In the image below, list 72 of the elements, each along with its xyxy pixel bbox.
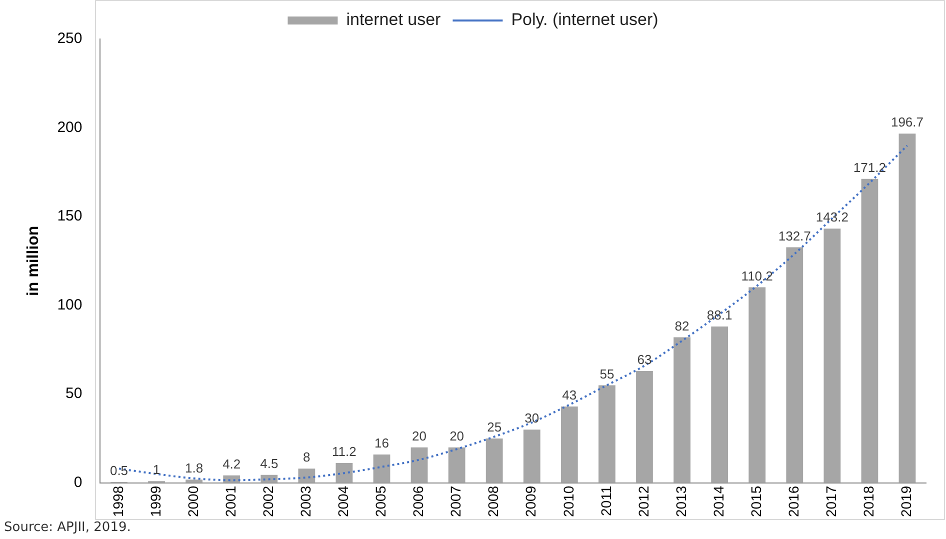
x-tick-label: 2011 — [598, 486, 614, 516]
data-label: 16 — [374, 436, 389, 451]
bar — [861, 178, 878, 483]
data-label: 132.7 — [778, 228, 811, 244]
data-label: 171.2 — [853, 160, 886, 175]
x-tick-label: 2000 — [184, 486, 201, 518]
data-label: 25 — [487, 420, 502, 435]
x-tick-label: 2005 — [372, 486, 389, 518]
legend-label: Poly. (internet user) — [511, 10, 658, 30]
x-tick-label: 2015 — [748, 486, 764, 518]
bar — [486, 438, 503, 483]
bar — [373, 454, 390, 483]
x-tick-label: 2017 — [823, 486, 840, 518]
bar — [336, 462, 353, 483]
x-tick-label: 2018 — [860, 486, 877, 518]
bar — [636, 371, 653, 483]
data-label: 88.1 — [706, 308, 732, 323]
y-tick-label: 200 — [57, 118, 82, 136]
x-tick-label: 2010 — [560, 486, 576, 518]
data-label: 0.5 — [110, 463, 128, 478]
data-label: 55 — [600, 366, 614, 382]
x-tick-label: 2016 — [785, 486, 802, 518]
bar — [523, 430, 540, 483]
legend-label: internet user — [346, 10, 442, 30]
x-tick-label: 2006 — [410, 486, 426, 518]
bar — [410, 447, 428, 483]
bar — [186, 480, 203, 483]
x-tick-label: 1999 — [147, 486, 164, 518]
bar — [598, 385, 616, 483]
x-tick-label: 2009 — [522, 486, 539, 518]
x-tick-label: 2003 — [298, 486, 314, 518]
y-tick-label: 250 — [57, 30, 82, 48]
y-tick-label: 50 — [66, 385, 82, 402]
data-label: 82 — [674, 318, 690, 334]
bar — [786, 247, 804, 483]
data-label: 110.2 — [741, 268, 773, 284]
data-label: 196.7 — [890, 114, 924, 130]
y-tick-label: 100 — [57, 296, 82, 314]
data-label: 30 — [524, 410, 540, 426]
x-tick-label: 2014 — [710, 486, 726, 518]
bar — [674, 337, 690, 483]
x-tick-label: 2001 — [222, 486, 238, 518]
x-tick-label: 2012 — [635, 486, 652, 518]
bar — [824, 228, 841, 483]
bar — [298, 468, 316, 483]
data-label: 1.8 — [185, 460, 204, 476]
data-label: 63 — [637, 352, 652, 368]
source-note: Source: APJII, 2019. — [4, 520, 131, 535]
bar — [898, 134, 916, 483]
x-tick-label: 2013 — [672, 486, 689, 518]
data-label: 43 — [562, 388, 577, 403]
data-label: 11.2 — [332, 444, 356, 460]
bar — [711, 326, 728, 483]
data-label: 20 — [412, 428, 427, 444]
x-tick-label: 2002 — [260, 486, 276, 518]
bar — [560, 406, 578, 483]
x-tick-label: 1998 — [110, 486, 126, 518]
y-tick-label: 0 — [74, 474, 82, 491]
y-tick-label: 150 — [57, 208, 82, 225]
bar — [448, 447, 466, 483]
x-tick-label: 2008 — [485, 486, 502, 518]
x-tick-label: 2004 — [335, 486, 352, 518]
data-label: 143.2 — [816, 210, 848, 225]
data-label: 4.5 — [260, 456, 278, 471]
data-label: 8 — [303, 450, 310, 465]
x-tick-label: 2019 — [898, 486, 914, 518]
y-axis-title: in million — [25, 226, 42, 296]
x-tick-label: 2007 — [448, 486, 464, 518]
data-label: 1 — [152, 462, 160, 478]
data-label: 20 — [450, 428, 464, 444]
bar — [748, 287, 766, 483]
data-label: 4.2 — [222, 456, 241, 472]
